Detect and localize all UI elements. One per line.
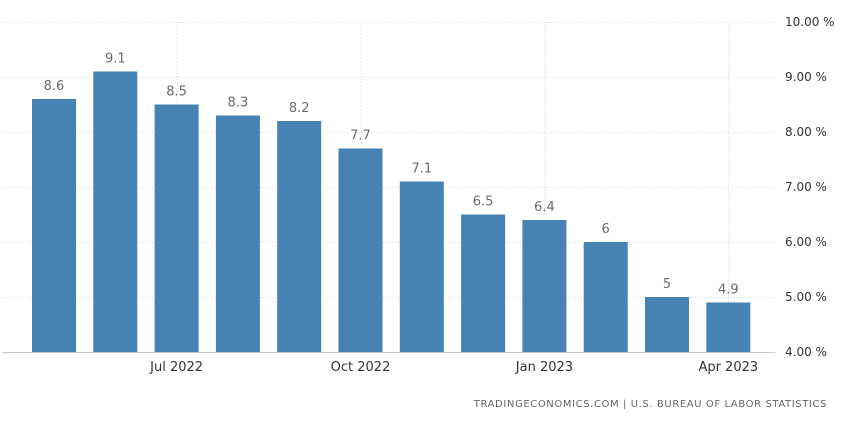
y-axis: 4.00 % 5.00 % 6.00 % 7.00 % 8.00 % 9.00 % 10.0… xyxy=(785,15,835,359)
bar xyxy=(522,220,567,352)
data-label: 4.9 xyxy=(718,283,739,298)
data-label: 6.5 xyxy=(473,195,494,210)
data-label: 6 xyxy=(602,222,610,237)
bar xyxy=(277,121,322,352)
source-note: TRADINGECONOMICS.COM | U.S. BUREAU OF LA… xyxy=(473,399,827,410)
data-labels: 8.6 9.1 8.5 8.3 8.2 7.7 7.1 6.5 6.4 6 5 4.9 xyxy=(44,52,739,298)
y-tick-label: 7.00 % xyxy=(785,180,827,194)
bar xyxy=(706,302,751,352)
bar xyxy=(645,297,689,352)
y-tick-label: 6.00 % xyxy=(785,235,827,249)
data-label: 8.6 xyxy=(44,79,65,94)
y-tick-label: 8.00 % xyxy=(785,125,827,139)
x-tick-label: Apr 2023 xyxy=(698,360,758,375)
bar xyxy=(399,181,444,352)
y-tick-label: 9.00 % xyxy=(785,70,827,84)
bars xyxy=(32,71,751,352)
x-tick-label: Jul 2022 xyxy=(149,360,203,375)
data-label: 7.7 xyxy=(350,129,371,144)
x-tick-label: Oct 2022 xyxy=(331,360,391,375)
x-tick-label: Jan 2023 xyxy=(515,360,573,375)
data-label: 8.2 xyxy=(289,101,310,116)
data-label: 8.5 xyxy=(166,85,187,100)
bar xyxy=(154,104,199,352)
x-axis: Jul 2022 Oct 2022 Jan 2023 Apr 2023 xyxy=(149,360,758,375)
y-tick-label: 4.00 % xyxy=(785,345,827,359)
bar xyxy=(583,242,628,352)
data-label: 8.3 xyxy=(228,96,249,111)
bar xyxy=(215,115,260,352)
data-label: 9.1 xyxy=(105,52,126,67)
bar xyxy=(338,148,383,352)
data-label: 5 xyxy=(663,277,671,292)
data-label: 7.1 xyxy=(411,162,432,177)
bar xyxy=(32,99,76,352)
y-tick-label: 10.00 % xyxy=(785,15,835,29)
data-label: 6.4 xyxy=(534,200,555,215)
bar xyxy=(461,214,506,352)
y-tick-label: 5.00 % xyxy=(785,290,827,304)
bar xyxy=(93,71,138,352)
